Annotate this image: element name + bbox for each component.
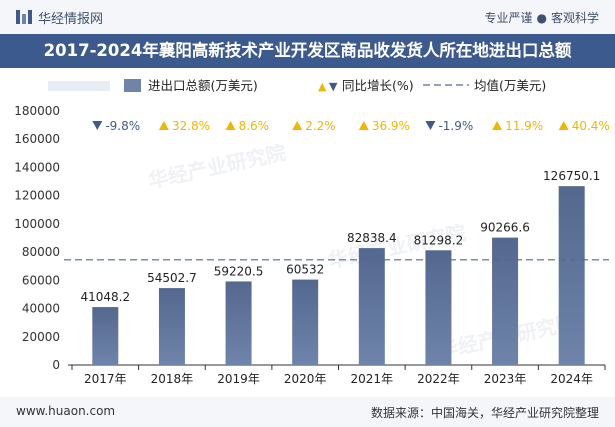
y-tick-label: 80000 [22,245,60,259]
growth-up-icon [292,121,303,130]
growth-label: 8.6% [239,119,270,133]
legend-down-icon: ▼ [329,80,338,93]
x-tick-label: 2024年 [550,372,593,386]
bar [425,250,452,365]
brand-name: 华经情报网 [38,12,104,27]
growth-label: 2.2% [305,119,336,133]
bars [92,186,585,365]
bar-value-label: 59220.5 [214,264,264,278]
x-tick-label: 2020年 [284,372,327,386]
y-tick-label: 0 [52,358,60,372]
growth-label: 36.9% [372,119,410,133]
bar [358,248,385,365]
growth-up-icon [358,121,369,130]
bar-value-label: 54502.7 [147,271,197,285]
chart-title: 2017-2024年襄阳高新技术产业开发区商品收发货人所在地进出口总额 [0,34,615,68]
legend-up-icon: ▲ [318,80,327,93]
growth-label: 11.9% [505,119,543,133]
x-tick-label: 2021年 [351,372,394,386]
growth-up-icon [492,121,503,130]
labels: 41048.2 -9.8% 54502.7 32.8% 59220.5 8.6% 60532… [81,119,610,304]
bar-value-label: 41048.2 [81,290,131,304]
x-tick-label: 2018年 [151,372,194,386]
axes: 0 20000 40000 60000 80000 100000 120000 140000 1… [14,104,606,386]
growth-down-icon [425,121,436,130]
watermark-text: 华经产业研究院 [146,140,288,193]
chart-area: 华经产业研究院华经产业研究院华经产业研究院 进出口总额(万美元)▲▼同比增长(%… [14,78,610,386]
bar-value-label: 90266.6 [480,221,530,235]
growth-down-icon [92,121,103,130]
y-tick-label: 180000 [14,104,60,118]
legend-bar-swatch [124,79,141,92]
bar [158,288,185,365]
bar-value-label: 126750.1 [543,169,600,183]
legend-bar-label: 进出口总额(万美元) [148,78,258,93]
bar [292,279,319,365]
bar [492,237,519,365]
y-tick-label: 60000 [22,273,60,287]
bar-value-label: 82838.4 [347,231,397,245]
x-tick-label: 2019年 [217,372,260,386]
y-tick-label: 40000 [22,302,60,316]
bar [225,281,252,365]
x-tick-label: 2022年 [417,372,460,386]
legend-fade-swatch [48,81,110,91]
legend-average-label: 均值(万美元) [474,78,546,93]
huajing-logo-icon [16,10,32,24]
growth-up-icon [558,121,569,130]
y-tick-label: 120000 [14,189,60,203]
footer-url[interactable]: www.huaon.com [16,404,116,418]
y-tick-label: 100000 [14,217,60,231]
growth-label: 40.4% [572,119,610,133]
y-tick-label: 20000 [22,330,60,344]
x-tick-label: 2017年 [84,372,127,386]
bar-value-label: 81298.2 [414,233,464,247]
legend: 进出口总额(万美元) ▲ ▼ 同比增长(%) 均值(万美元) [48,78,546,93]
growth-up-icon [158,121,169,130]
tagline-right: 客观科学 [550,11,599,25]
bar [558,186,585,365]
top-bar: 华经情报网 专业严谨 ● 客观科学 [0,0,615,34]
y-tick-label: 140000 [14,160,60,174]
tagline-left: 专业严谨 [484,11,533,25]
growth-label: 32.8% [172,119,210,133]
growth-label: -9.8% [105,119,140,133]
y-tick-label: 160000 [14,132,60,146]
tagline-separator: ● [536,11,547,25]
growth-label: -1.9% [438,119,473,133]
footer-source: 数据来源：中国海关，华经产业研究院整理 [370,406,599,420]
x-tick-label: 2023年 [484,372,527,386]
bar [92,307,119,365]
bar-value-label: 60532 [286,263,324,277]
footer: www.huaon.com 数据来源：中国海关，华经产业研究院整理 [0,397,615,427]
legend-growth-label: 同比增长(%) [342,78,414,93]
tagline: 专业严谨 ● 客观科学 [484,9,599,26]
growth-up-icon [225,121,236,130]
